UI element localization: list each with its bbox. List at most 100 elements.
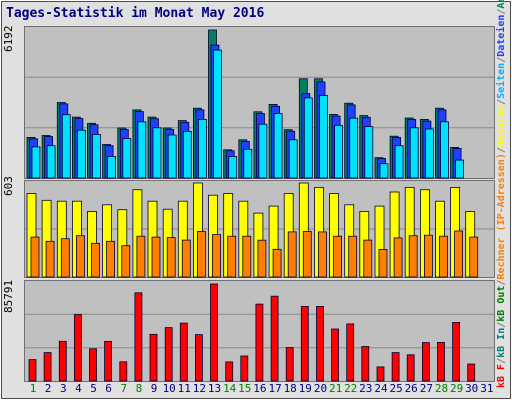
bar-rechner-day-18 xyxy=(287,231,297,278)
chart-title: Tages-Statistik im Monat May 2016 xyxy=(6,6,265,21)
day-label-26: 26 xyxy=(404,382,418,395)
bar-kbytes-day-27 xyxy=(421,342,430,382)
bar-kbytes-day-28 xyxy=(437,342,445,382)
day-label-3: 3 xyxy=(59,382,67,395)
bar-rechner-day-11 xyxy=(181,239,191,278)
middle-panel-max-label: 603 xyxy=(2,176,15,196)
legend-separator: / xyxy=(496,8,507,15)
bar-seiten-day-18 xyxy=(288,139,298,179)
bar-kbytes-day-4 xyxy=(74,314,82,382)
bar-rechner-day-14 xyxy=(227,235,237,278)
bar-rechner-day-1 xyxy=(30,236,40,278)
bar-kbytes-day-16 xyxy=(255,303,264,382)
bar-kbytes-day-19 xyxy=(300,305,309,382)
bar-rechner-day-30 xyxy=(469,236,479,278)
day-label-27: 27 xyxy=(419,382,434,395)
legend-separator: / xyxy=(496,56,507,63)
day-label-5: 5 xyxy=(90,382,97,395)
day-label-21: 21 xyxy=(328,382,343,395)
top-panel-max-label: 6192 xyxy=(2,25,15,53)
bar-rechner-day-9 xyxy=(151,236,161,278)
bar-rechner-day-10 xyxy=(166,237,176,278)
bar-seiten-day-27 xyxy=(424,128,434,179)
bar-kbytes-day-20 xyxy=(316,305,324,382)
bar-seiten-day-23 xyxy=(364,126,374,179)
bar-kbytes-day-26 xyxy=(406,354,415,382)
bar-seiten-day-10 xyxy=(167,134,177,179)
kbytes-panel xyxy=(24,280,495,382)
bar-kbytes-day-17 xyxy=(270,295,279,382)
day-label-31: 31 xyxy=(480,382,494,395)
bar-rechner-day-15 xyxy=(242,235,252,278)
bar-seiten-day-26 xyxy=(409,127,419,179)
bar-seiten-day-24 xyxy=(379,163,389,179)
day-axis-labels: 1 2 3 4 5 6 7 8 9 10 11 12 13 14 15 16 17 18 19 20 21 22 23 24 2… xyxy=(24,382,494,396)
bar-seiten-day-1 xyxy=(31,146,41,179)
bar-kbytes-day-6 xyxy=(104,341,112,382)
legend-separator: / xyxy=(496,147,507,154)
bar-seiten-day-17 xyxy=(273,113,283,179)
bar-kbytes-day-15 xyxy=(240,355,249,382)
bar-kbytes-day-29 xyxy=(452,322,461,382)
bar-rechner-day-29 xyxy=(454,230,464,278)
bar-kbytes-day-3 xyxy=(58,340,67,382)
visits-sites-chart xyxy=(25,182,494,278)
bar-rechner-day-5 xyxy=(91,242,100,278)
bar-kbytes-day-23 xyxy=(361,346,370,382)
bar-kbytes-day-24 xyxy=(376,366,385,382)
requests-files-pages-chart xyxy=(25,29,494,179)
bottom-panel-max-label: 85791 xyxy=(2,279,15,313)
legend-entry: kB In xyxy=(496,327,507,358)
day-label-11: 11 xyxy=(177,382,191,395)
kbytes-chart xyxy=(25,283,494,382)
bar-rechner-day-2 xyxy=(45,240,55,278)
bar-kbytes-day-30 xyxy=(467,363,476,382)
legend: kB F/kB In/kB Out/Rechner (IP-Adressen)/… xyxy=(496,0,510,388)
bar-rechner-day-7 xyxy=(121,245,131,278)
legend-entry: Besuche xyxy=(496,104,507,148)
day-label-24: 24 xyxy=(374,382,388,395)
day-label-2: 2 xyxy=(44,382,52,395)
bar-kbytes-day-14 xyxy=(225,361,234,382)
bar-seiten-day-16 xyxy=(258,123,268,179)
day-label-4: 4 xyxy=(75,382,82,395)
bar-seiten-day-25 xyxy=(394,145,404,179)
bar-seiten-day-20 xyxy=(319,95,328,179)
bar-rechner-day-26 xyxy=(408,235,418,278)
bar-seiten-day-28 xyxy=(440,121,449,179)
bar-rechner-day-21 xyxy=(333,235,343,278)
bar-rechner-day-23 xyxy=(363,239,373,278)
day-label-10: 10 xyxy=(162,382,176,395)
bar-seiten-day-2 xyxy=(46,145,56,179)
day-label-7: 7 xyxy=(120,382,128,395)
legend-entry: Anfragen xyxy=(496,0,507,9)
day-label-6: 6 xyxy=(105,382,112,395)
bar-rechner-day-4 xyxy=(76,235,85,278)
day-label-12: 12 xyxy=(192,382,207,395)
day-label-28: 28 xyxy=(434,382,449,395)
bar-seiten-day-11 xyxy=(182,131,192,179)
legend-entry: Rechner (IP-Adressen) xyxy=(496,153,507,280)
day-label-14: 14 xyxy=(223,382,237,395)
legend-separator: / xyxy=(496,321,507,328)
bar-seiten-day-19 xyxy=(303,97,313,179)
bar-seiten-day-9 xyxy=(152,127,162,179)
legend-entry: Seiten xyxy=(496,62,507,99)
day-label-19: 19 xyxy=(298,382,312,395)
bar-rechner-day-13 xyxy=(212,234,221,278)
bar-seiten-day-29 xyxy=(455,159,465,179)
bar-seiten-day-21 xyxy=(334,125,344,179)
bar-rechner-day-8 xyxy=(136,235,146,278)
bar-kbytes-day-11 xyxy=(179,322,188,382)
bar-kbytes-day-12 xyxy=(194,334,203,382)
day-label-20: 20 xyxy=(313,382,328,395)
legend-entry: kB Out xyxy=(496,285,507,322)
bar-seiten-day-5 xyxy=(92,134,101,179)
day-label-16: 16 xyxy=(253,382,267,395)
bar-rechner-day-25 xyxy=(393,237,403,278)
bar-kbytes-day-7 xyxy=(119,361,128,382)
legend-entry: kB F xyxy=(496,363,507,388)
day-label-30: 30 xyxy=(465,382,479,395)
bar-seiten-day-14 xyxy=(228,156,238,179)
legend-separator: / xyxy=(496,98,507,105)
